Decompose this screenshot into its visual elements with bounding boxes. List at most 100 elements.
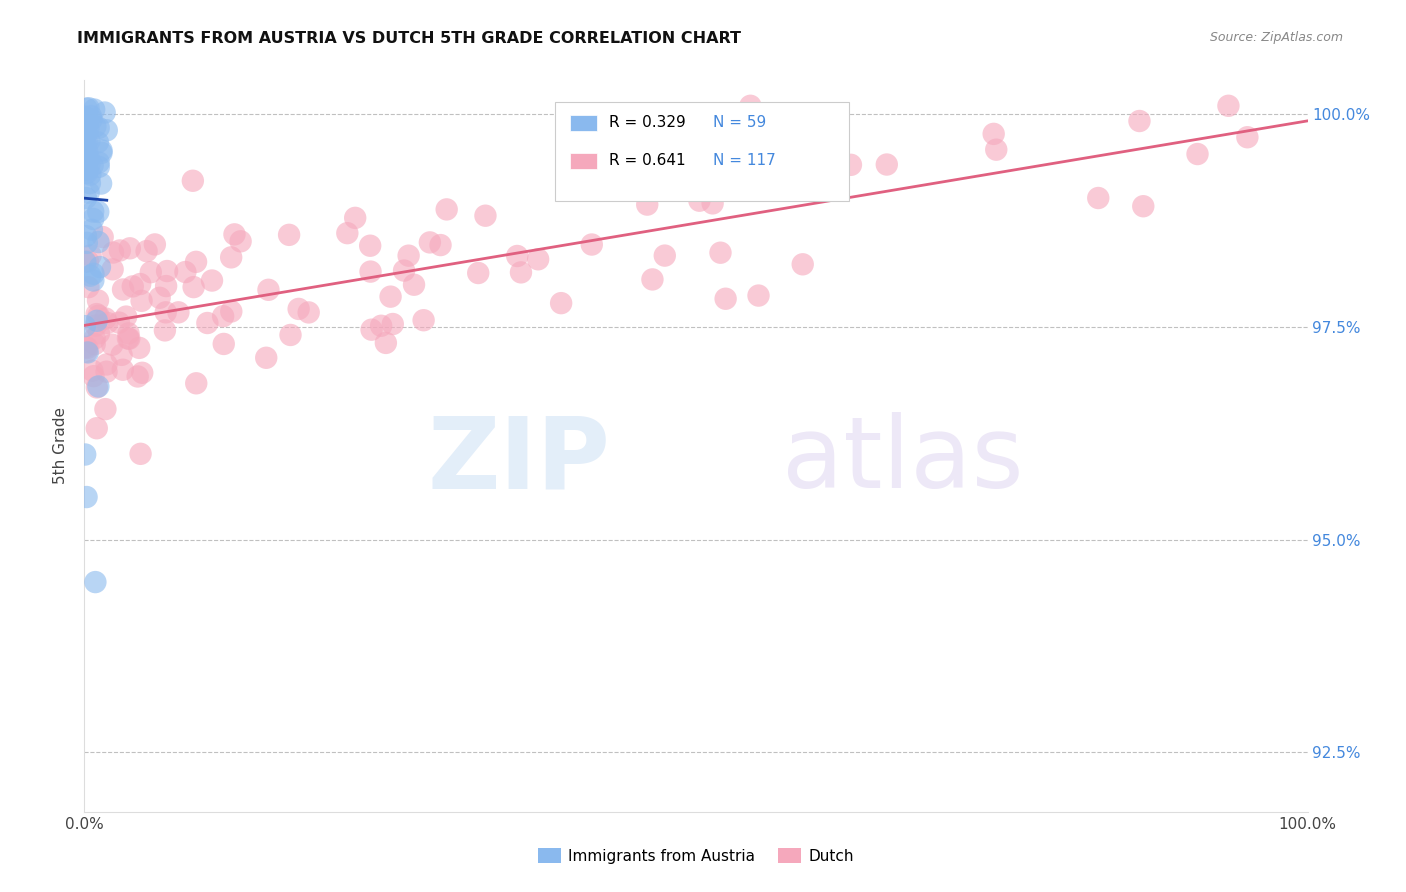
- Point: [77, 152, 100, 166]
- Point: [73, 120, 96, 135]
- Point: [75, 229, 97, 244]
- Point: [79, 157, 101, 171]
- Point: [527, 252, 550, 267]
- Point: [90, 144, 112, 158]
- Point: [89, 260, 111, 274]
- Point: [747, 288, 769, 302]
- Point: [344, 211, 367, 225]
- Point: [75, 151, 97, 165]
- Point: [76, 163, 98, 178]
- Point: [91, 230, 114, 244]
- Point: [714, 292, 737, 306]
- Point: [983, 127, 1005, 141]
- Point: [76, 490, 98, 504]
- Point: [94, 311, 117, 326]
- Point: [115, 310, 138, 324]
- Point: [83, 369, 105, 384]
- Point: [87, 293, 110, 308]
- Point: [174, 265, 197, 279]
- Point: [86, 307, 108, 321]
- Point: [76, 116, 98, 130]
- Point: [83, 331, 105, 345]
- Point: [510, 265, 533, 279]
- Point: [641, 272, 664, 286]
- Point: [86, 314, 108, 328]
- Point: [110, 348, 132, 362]
- Point: [359, 238, 381, 252]
- Point: [77, 254, 100, 268]
- Point: [467, 266, 489, 280]
- Point: [82, 273, 104, 287]
- Text: R = 0.329: R = 0.329: [609, 115, 686, 130]
- Point: [87, 120, 110, 135]
- Point: [257, 283, 280, 297]
- Point: [360, 264, 382, 278]
- Point: [201, 274, 224, 288]
- Point: [77, 280, 100, 294]
- Point: [127, 369, 149, 384]
- Point: [76, 135, 98, 149]
- Point: [167, 305, 190, 319]
- Point: [87, 155, 110, 169]
- Point: [839, 158, 862, 172]
- Point: [740, 99, 762, 113]
- Point: [121, 279, 143, 293]
- Point: [474, 209, 496, 223]
- Point: [79, 168, 101, 182]
- Point: [76, 145, 98, 159]
- Point: [118, 332, 141, 346]
- Point: [118, 241, 141, 255]
- Point: [112, 283, 135, 297]
- Point: [87, 136, 110, 150]
- Point: [77, 186, 100, 200]
- Point: [76, 345, 98, 359]
- Point: [374, 335, 396, 350]
- Point: [111, 363, 134, 377]
- Text: R = 0.641: R = 0.641: [609, 153, 686, 169]
- Text: Source: ZipAtlas.com: Source: ZipAtlas.com: [1209, 31, 1343, 45]
- Point: [254, 351, 277, 365]
- Point: [108, 316, 131, 330]
- Point: [129, 277, 152, 291]
- Point: [96, 123, 118, 137]
- Point: [87, 205, 110, 219]
- Point: [412, 313, 434, 327]
- Point: [75, 124, 97, 138]
- Point: [73, 110, 96, 124]
- Y-axis label: 5th Grade: 5th Grade: [53, 408, 69, 484]
- Point: [75, 191, 97, 205]
- Point: [82, 364, 104, 378]
- Point: [654, 249, 676, 263]
- Point: [429, 238, 451, 252]
- Point: [101, 337, 124, 351]
- Point: [73, 319, 96, 334]
- Point: [84, 120, 107, 134]
- Point: [298, 305, 321, 319]
- Text: IMMIGRANTS FROM AUSTRIA VS DUTCH 5TH GRADE CORRELATION CHART: IMMIGRANTS FROM AUSTRIA VS DUTCH 5TH GRA…: [77, 31, 741, 46]
- Point: [143, 237, 166, 252]
- Point: [76, 341, 98, 355]
- Point: [229, 235, 252, 249]
- Point: [181, 174, 204, 188]
- Point: [986, 143, 1008, 157]
- Point: [370, 318, 392, 333]
- Point: [155, 305, 177, 319]
- Point: [82, 158, 104, 172]
- Point: [108, 244, 131, 258]
- Point: [82, 267, 104, 281]
- Point: [360, 323, 382, 337]
- Point: [224, 227, 246, 242]
- Point: [94, 402, 117, 417]
- Point: [87, 235, 110, 249]
- Text: ZIP: ZIP: [427, 412, 610, 509]
- Point: [96, 358, 118, 372]
- Point: [280, 328, 302, 343]
- Point: [550, 296, 572, 310]
- Bar: [555, 103, 849, 201]
- Point: [336, 226, 359, 240]
- Text: N = 117: N = 117: [713, 153, 776, 169]
- Point: [709, 245, 731, 260]
- Point: [1218, 99, 1240, 113]
- Point: [84, 575, 107, 590]
- Point: [702, 196, 724, 211]
